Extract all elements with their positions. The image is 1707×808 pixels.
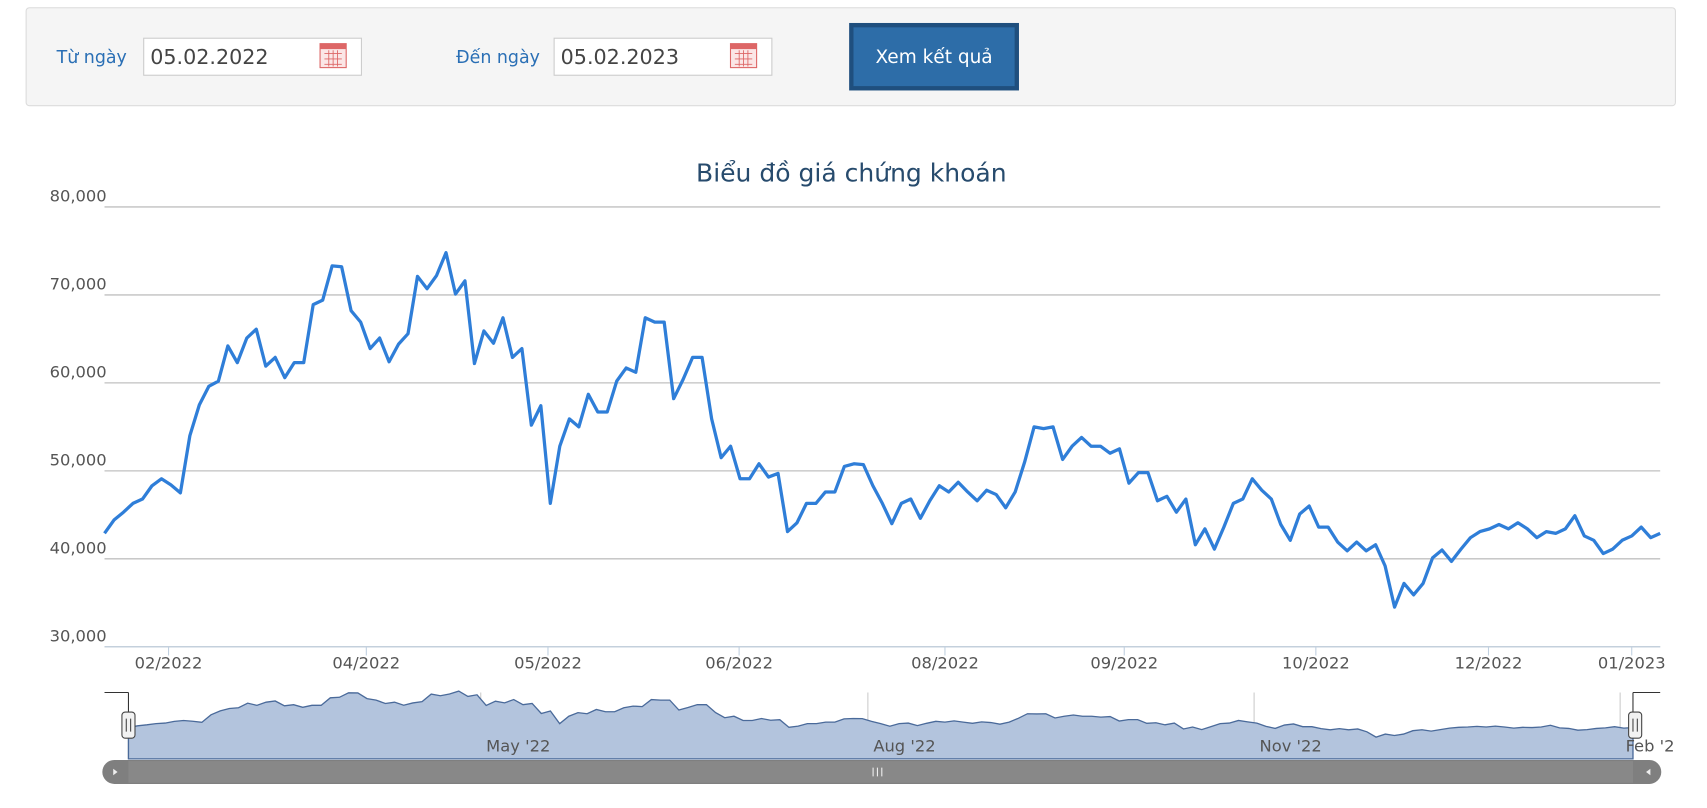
x-tick-label: 09/2022: [1090, 654, 1158, 673]
to-label: Đến ngày: [456, 47, 540, 68]
x-tick-label: 08/2022: [911, 654, 979, 673]
calendar-icon[interactable]: [319, 43, 347, 69]
navigator-label: May '22: [486, 736, 550, 755]
calendar-icon[interactable]: [729, 43, 758, 69]
chart-title: Biểu đồ giá chứng khoán: [696, 158, 1007, 187]
x-tick-label: 10/2022: [1282, 654, 1350, 673]
y-tick-label: 40,000: [50, 539, 107, 558]
navigator-label: Aug '22: [873, 736, 935, 755]
y-tick-label: 60,000: [50, 363, 107, 382]
navigator-handle[interactable]: [121, 711, 136, 739]
y-tick-label: 30,000: [50, 626, 107, 645]
price-line: [103, 251, 1661, 609]
navigator-label: Nov '22: [1260, 736, 1322, 755]
handle-grip: [125, 718, 132, 732]
scrollbar-thumb[interactable]: [128, 761, 1633, 783]
from-label: Từ ngày: [56, 48, 127, 68]
x-tick-label: 01/2023: [1598, 654, 1666, 673]
x-tick-label: 12/2022: [1455, 654, 1523, 673]
scroll-grip: [872, 767, 883, 777]
from-value: 05.02.2022: [150, 45, 268, 69]
handle-grip: [1632, 718, 1638, 732]
y-tick-label: 80,000: [50, 187, 107, 206]
x-tick-label: 06/2022: [705, 654, 773, 673]
navigator-label: Feb '2: [1626, 736, 1675, 755]
x-tick-label: 02/2022: [135, 654, 203, 673]
x-tick-label: 05/2022: [514, 654, 582, 673]
submit-button[interactable]: [849, 22, 1019, 91]
x-tick-label: 04/2022: [332, 654, 400, 673]
to-value: 05.02.2023: [561, 45, 679, 69]
button-label: Xem kết quả: [875, 47, 992, 68]
navigator-handle[interactable]: [1628, 711, 1643, 739]
y-tick-label: 70,000: [50, 275, 107, 294]
navigator-area: [127, 690, 1634, 760]
y-tick-label: 50,000: [50, 451, 107, 470]
